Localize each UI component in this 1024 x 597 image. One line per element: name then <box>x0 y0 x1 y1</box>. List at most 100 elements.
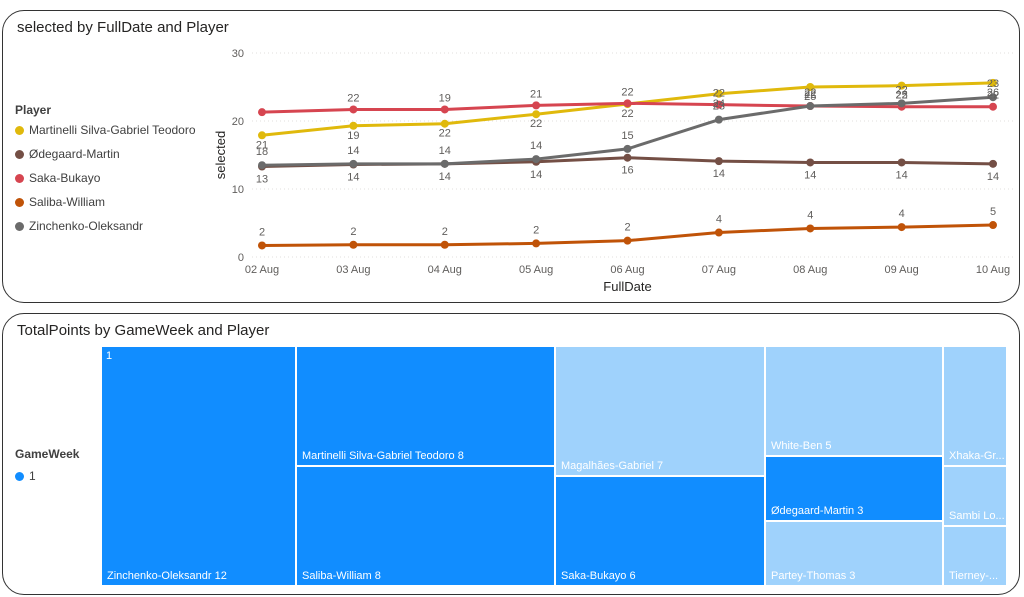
data-point <box>623 144 632 153</box>
data-label: 26 <box>987 87 999 99</box>
data-point <box>806 158 815 167</box>
y-tick-label: 10 <box>232 184 244 196</box>
data-label: 5 <box>990 206 996 218</box>
data-point <box>349 105 358 114</box>
data-point <box>897 81 906 90</box>
treemap-tile[interactable]: Ødegaard-Martin 3 <box>765 456 943 521</box>
data-point <box>258 131 266 140</box>
data-point <box>532 239 541 248</box>
data-label: 22 <box>987 90 999 102</box>
treemap-tile[interactable]: Sambi Lo... <box>943 466 1007 526</box>
data-label: 22 <box>896 84 908 96</box>
data-label: 23 <box>713 101 725 113</box>
data-label: 22 <box>804 89 816 101</box>
treemap: Zinchenko-Oleksandr 12 Martinelli Silva-G… <box>101 346 1007 586</box>
data-point <box>806 224 815 233</box>
data-label: 22 <box>621 108 633 120</box>
data-label: 19 <box>347 130 359 142</box>
data-label: 2 <box>624 222 630 234</box>
data-label: 14 <box>987 171 999 183</box>
data-label: 23 <box>987 78 999 90</box>
data-point <box>532 101 541 110</box>
treemap-group-label: 1 <box>106 350 113 362</box>
treemap-tile[interactable]: White-Ben 5 <box>765 346 943 456</box>
treemap-tile-label: Tierney-... <box>949 570 999 582</box>
x-tick-label: 05 Aug <box>519 264 553 276</box>
treemap-tile[interactable]: Xhaka-Gr... <box>943 346 1007 466</box>
data-label: 22 <box>347 92 359 104</box>
data-label: 14 <box>439 145 451 157</box>
y-tick-label: 0 <box>238 252 244 264</box>
data-label: 14 <box>896 169 908 181</box>
data-label: 2 <box>533 224 539 236</box>
legend-dot-icon <box>15 472 24 481</box>
data-label: 14 <box>804 169 816 181</box>
treemap-tile-label: Ødegaard-Martin 3 <box>771 505 864 517</box>
data-label: 25 <box>896 90 908 102</box>
treemap-tile-label: Partey-Thomas 3 <box>771 570 856 582</box>
treemap-tile-label: Sambi Lo... <box>949 510 1005 522</box>
line-legend-item[interactable]: Saliba-William <box>15 195 105 209</box>
legend-label: Saka-Bukayo <box>29 171 101 185</box>
data-point <box>806 83 815 91</box>
treemap-tile[interactable]: Magalhães-Gabriel 7 <box>555 346 765 476</box>
data-point <box>714 100 723 109</box>
data-point <box>989 93 997 102</box>
treemap-tile[interactable]: Saliba-William 8 <box>296 466 555 586</box>
x-tick-label: 10 Aug <box>976 264 1010 276</box>
legend-label: Zinchenko-Oleksandr <box>29 219 144 233</box>
data-label: 22 <box>896 90 908 102</box>
data-label: 22 <box>621 86 633 98</box>
x-tick-label: 02 Aug <box>245 264 279 276</box>
data-label: 15 <box>621 130 633 142</box>
x-tick-label: 08 Aug <box>793 264 827 276</box>
data-point <box>714 157 723 166</box>
treemap-legend-item[interactable]: 1 <box>15 469 36 483</box>
treemap-tile[interactable]: Tierney-... <box>943 526 1007 586</box>
data-point <box>440 119 449 128</box>
data-label: 2 <box>350 226 356 238</box>
treemap-tile-label: Saka-Bukayo 6 <box>561 570 636 582</box>
treemap-legend-label: 1 <box>29 469 36 483</box>
data-point <box>989 159 997 168</box>
data-label: 14 <box>713 168 725 180</box>
data-label: 22 <box>530 118 542 130</box>
data-label: 16 <box>621 165 633 177</box>
data-point <box>714 89 723 98</box>
data-point <box>349 159 358 168</box>
treemap-tile[interactable]: Martinelli Silva-Gabriel Teodoro 8 <box>296 346 555 466</box>
x-tick-label: 03 Aug <box>336 264 370 276</box>
data-label: 14 <box>347 172 359 184</box>
data-point <box>349 121 358 130</box>
x-tick-label: 04 Aug <box>428 264 462 276</box>
data-point <box>989 78 997 87</box>
line-legend-item[interactable]: Saka-Bukayo <box>15 171 100 185</box>
data-point <box>897 158 906 167</box>
data-point <box>989 102 997 111</box>
data-label: 2 <box>259 226 265 238</box>
data-label: 4 <box>807 209 813 221</box>
treemap-tile[interactable]: Zinchenko-Oleksandr 12 <box>101 346 296 586</box>
data-label: 14 <box>347 145 359 157</box>
data-point <box>258 108 266 117</box>
line-legend-item[interactable]: Ødegaard-Martin <box>15 147 120 161</box>
data-point <box>623 236 632 245</box>
data-label: 14 <box>530 140 542 152</box>
line-chart: 0 10 20 30 02 Aug 03 Aug 04 Aug 05 Aug 06 Aug 07 … <box>213 48 1013 294</box>
x-tick-label: 07 Aug <box>702 264 736 276</box>
data-point <box>897 223 906 232</box>
data-point <box>714 228 723 237</box>
treemap-tile-label: Magalhães-Gabriel 7 <box>561 460 664 472</box>
data-point <box>532 110 541 119</box>
legend-dot-icon <box>15 126 24 135</box>
data-label: 24 <box>713 98 725 110</box>
x-tick-label: 06 Aug <box>610 264 644 276</box>
treemap-tile-label: Martinelli Silva-Gabriel Teodoro 8 <box>302 450 464 462</box>
data-label: 4 <box>899 208 905 220</box>
line-legend-item[interactable]: Martinelli Silva-Gabriel Teodoro <box>15 123 196 137</box>
treemap-tile[interactable]: Partey-Thomas 3 <box>765 521 943 586</box>
data-label: 19 <box>439 92 451 104</box>
treemap-tile[interactable]: Saka-Bukayo 6 <box>555 476 765 586</box>
treemap-tile-label: Saliba-William 8 <box>302 570 381 582</box>
line-legend-item[interactable]: Zinchenko-Oleksandr <box>15 219 143 233</box>
